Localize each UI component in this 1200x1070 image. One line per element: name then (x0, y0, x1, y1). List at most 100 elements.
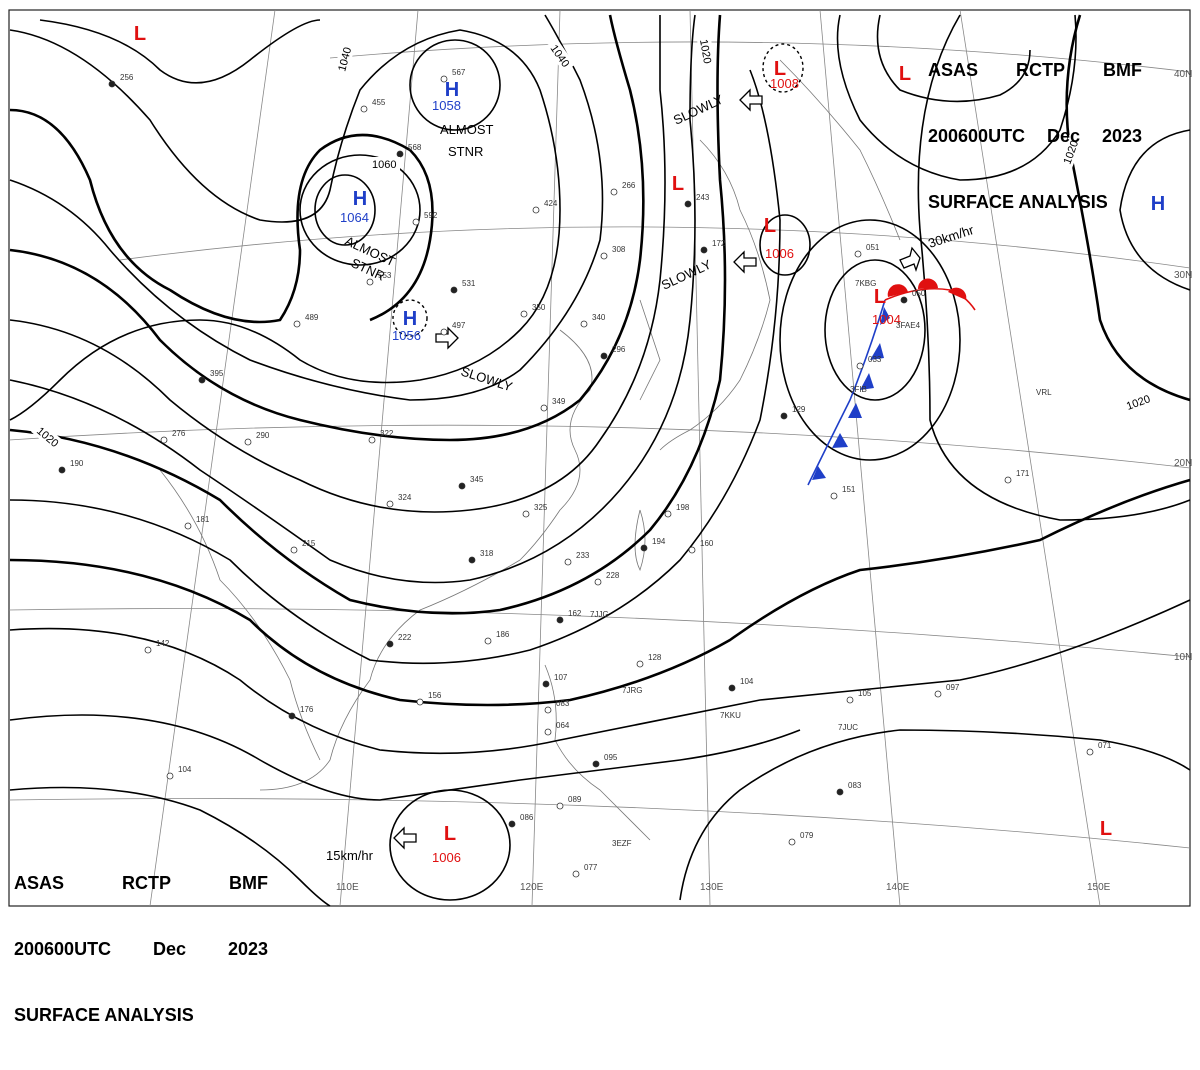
station-marker (198, 376, 206, 384)
station-marker (532, 206, 540, 214)
header-product: ASAS (928, 60, 979, 80)
header-product: ASAS (14, 873, 65, 893)
station-value: 172 (712, 239, 726, 248)
movement-label: SLOWLY (659, 256, 714, 292)
lat-line-30n (119, 226, 1191, 269)
longitude-label: 110E (336, 882, 359, 893)
warm-front-semicircle (887, 284, 908, 297)
longitude-label: 130E (700, 882, 724, 893)
station-marker (600, 252, 608, 260)
isobar-label-bg (1058, 134, 1083, 170)
station-id: 3FIB (850, 385, 867, 394)
station-marker (636, 660, 644, 668)
header-title: SURFACE ANALYSIS (14, 1005, 194, 1025)
coast-china (259, 329, 593, 791)
weather-map: 40N 30N 20N 10N 110E 120E 130E 140E 150E 1040 104 0… (8, 9, 1192, 1025)
station-value: 083 (556, 699, 570, 708)
station-marker (728, 684, 736, 692)
station-value: 325 (534, 503, 548, 512)
station-marker (412, 218, 420, 226)
station-value: 071 (1098, 741, 1112, 750)
station-id: 7JJG (590, 610, 609, 619)
high-center-symbol: H (1151, 193, 1165, 215)
station-value: 340 (592, 313, 606, 322)
latitude-label: 40N (1174, 69, 1192, 80)
station-value: 151 (842, 485, 856, 494)
coast-korea (639, 299, 661, 401)
movement-arrows (393, 88, 921, 850)
station-marker (484, 637, 492, 645)
isobar-label: 1040 (336, 46, 354, 73)
high-center-symbol: H (403, 308, 417, 330)
coast-kamchatka (779, 59, 901, 241)
station-value: 086 (520, 813, 534, 822)
lat-line-0 (8, 798, 1191, 849)
station-marker (290, 546, 298, 554)
station-value: 567 (452, 68, 466, 77)
station-marker (1086, 748, 1094, 756)
isobar (299, 154, 421, 266)
station-value: 228 (606, 571, 620, 580)
station-value: 215 (302, 539, 316, 548)
dashed-isobar (392, 299, 428, 337)
high-center-symbol: H (445, 79, 459, 101)
header-title: SURFACE ANALYSIS (928, 192, 1108, 212)
header-code: BMF (1102, 60, 1142, 80)
cold-front-triangle (870, 343, 884, 360)
station-value: 097 (946, 683, 960, 692)
header-line-2: 200600UTC Dec 2023 (928, 125, 1142, 147)
station-marker (450, 286, 458, 294)
longitude-label: 120E (520, 882, 544, 893)
station-marker (440, 75, 448, 83)
station-value: 089 (568, 795, 582, 804)
station-value: 553 (378, 271, 392, 280)
isobar-label-bg (368, 157, 400, 171)
header-line-1: ASAS RCTP BMF (928, 59, 1142, 81)
header-time: 200600UTC (14, 939, 112, 959)
station-value: 105 (858, 689, 872, 698)
isobar (1065, 14, 1191, 402)
station-value: 424 (544, 199, 558, 208)
station-marker (854, 250, 862, 258)
station-value: 256 (120, 73, 134, 82)
cold-front-triangle (860, 373, 874, 390)
isobar-label-bg (545, 38, 576, 73)
station-value: 104 (740, 677, 754, 686)
header-center: RCTP (122, 873, 171, 893)
low-center-symbol: L (672, 173, 684, 195)
pressure-center-value: 1056 (392, 328, 421, 343)
station-value: 198 (676, 503, 690, 512)
station-marker (160, 436, 168, 444)
isobar (836, 14, 1077, 181)
header-line-2: 200600UTC Dec 2023 (14, 938, 268, 960)
isobar-label: 1020 (1125, 393, 1152, 413)
station-marker (544, 728, 552, 736)
lon-line-140e (819, 9, 901, 907)
isobars (9, 14, 1191, 907)
station-marker (540, 404, 548, 412)
station-marker (700, 246, 708, 254)
station-markers (58, 75, 1094, 878)
header-time: 200600UTC (928, 126, 1026, 146)
station-marker (788, 838, 796, 846)
isobar (759, 214, 811, 276)
station-value: 568 (408, 143, 422, 152)
isobar (917, 14, 1191, 521)
station-marker (780, 412, 788, 420)
station-value: 077 (584, 863, 598, 872)
station-value: 497 (452, 321, 466, 330)
low-center-symbol: L (134, 23, 146, 45)
station-value: 395 (210, 369, 224, 378)
pressure-center-value: 1058 (432, 98, 461, 113)
isobar (9, 714, 801, 801)
coastlines (159, 59, 901, 841)
station-marker (520, 310, 528, 318)
station-value: 190 (70, 459, 84, 468)
station-value: 531 (462, 279, 476, 288)
isobar-label-bg (333, 42, 356, 77)
station-marker (556, 616, 564, 624)
pressure-center-value: 1008 (770, 76, 799, 91)
warm-front-semicircle (948, 287, 967, 300)
cold-front-triangle (812, 466, 826, 480)
station-value: 142 (156, 639, 170, 648)
